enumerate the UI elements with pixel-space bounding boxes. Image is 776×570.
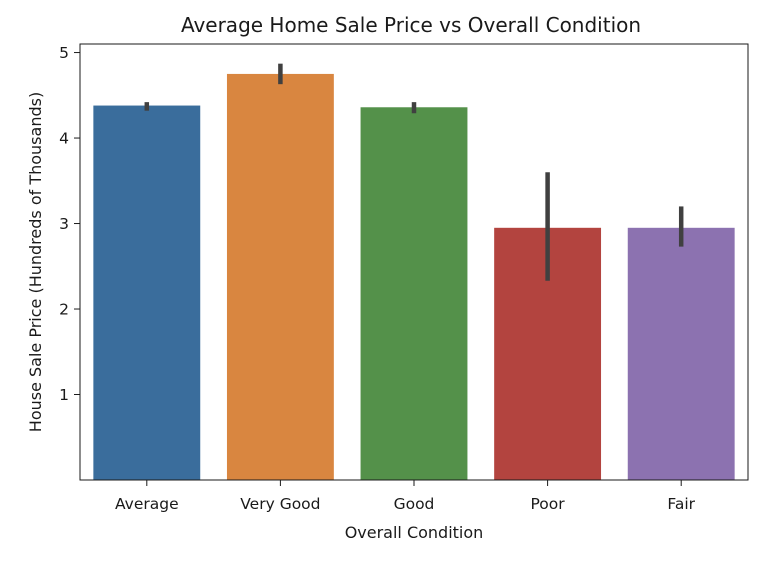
x-tick-label: Poor xyxy=(531,495,566,513)
x-tick-label: Very Good xyxy=(240,495,320,513)
bar-average xyxy=(93,105,201,480)
x-tick-label: Fair xyxy=(667,495,695,513)
bar-very-good xyxy=(226,73,334,480)
plot-frame xyxy=(79,43,749,481)
chart-title: Average Home Sale Price vs Overall Condi… xyxy=(181,13,641,37)
x-tick-label: Average xyxy=(115,495,179,513)
y-tick-label: 2 xyxy=(59,301,69,319)
y-tick-label: 3 xyxy=(59,215,69,233)
y-tick-label: 5 xyxy=(59,44,69,62)
y-axis-label: House Sale Price (Hundreds of Thousands) xyxy=(26,92,45,432)
plot-area: Average Very Good Good Poor Fair 1 2 3 4 5 xyxy=(59,43,749,513)
x-axis-label: Overall Condition xyxy=(345,523,484,542)
y-tick-label: 1 xyxy=(59,386,69,404)
y-tick-label: 4 xyxy=(59,130,69,148)
bar-fair xyxy=(627,227,735,480)
bar-good xyxy=(360,107,468,480)
x-tick-label: Good xyxy=(394,495,435,513)
